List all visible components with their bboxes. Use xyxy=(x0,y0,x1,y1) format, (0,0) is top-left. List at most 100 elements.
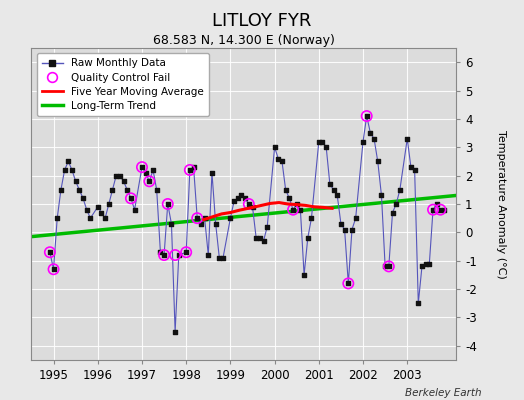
Point xyxy=(212,221,220,227)
Point xyxy=(252,235,260,241)
Point xyxy=(344,280,353,287)
Point xyxy=(152,187,161,193)
Point xyxy=(432,201,441,207)
Point xyxy=(296,206,304,213)
Point xyxy=(182,249,190,256)
Point xyxy=(68,167,76,173)
Point xyxy=(429,206,437,213)
Point xyxy=(97,209,106,216)
Point xyxy=(281,187,290,193)
Point xyxy=(163,201,172,207)
Point xyxy=(160,252,168,258)
Point xyxy=(381,263,389,270)
Point xyxy=(237,192,246,199)
Point xyxy=(388,209,397,216)
Point xyxy=(314,138,323,145)
Y-axis label: Temperature Anomaly (°C): Temperature Anomaly (°C) xyxy=(496,130,506,278)
Point xyxy=(226,215,235,221)
Point xyxy=(215,255,224,261)
Point xyxy=(352,215,360,221)
Text: LITLOY FYR: LITLOY FYR xyxy=(212,12,312,30)
Point xyxy=(204,252,213,258)
Point xyxy=(396,187,404,193)
Point xyxy=(292,201,301,207)
Point xyxy=(407,164,415,170)
Point xyxy=(189,164,198,170)
Point xyxy=(303,235,312,241)
Point xyxy=(127,195,135,202)
Point xyxy=(145,178,154,184)
Point xyxy=(167,221,176,227)
Point xyxy=(112,172,121,179)
Point xyxy=(46,249,54,256)
Point xyxy=(392,201,400,207)
Point xyxy=(289,206,297,213)
Point xyxy=(193,215,201,221)
Point xyxy=(208,170,216,176)
Point xyxy=(421,260,430,267)
Point xyxy=(141,170,150,176)
Point xyxy=(377,192,386,199)
Point xyxy=(49,266,58,272)
Point xyxy=(101,215,110,221)
Point xyxy=(425,260,433,267)
Point xyxy=(127,195,135,202)
Point xyxy=(79,195,87,202)
Point xyxy=(245,201,253,207)
Point xyxy=(270,144,279,150)
Point xyxy=(200,215,209,221)
Point xyxy=(116,172,124,179)
Point xyxy=(385,263,393,270)
Point xyxy=(196,221,205,227)
Point xyxy=(182,249,190,256)
Point xyxy=(46,249,54,256)
Point xyxy=(359,138,367,145)
Point xyxy=(82,206,91,213)
Point xyxy=(185,167,194,173)
Point xyxy=(341,226,349,233)
Point xyxy=(108,187,117,193)
Point xyxy=(440,206,448,213)
Point xyxy=(123,187,132,193)
Point xyxy=(138,164,146,170)
Point xyxy=(171,252,179,258)
Point xyxy=(185,167,194,173)
Point xyxy=(256,235,264,241)
Point xyxy=(410,167,419,173)
Point xyxy=(300,272,308,278)
Point xyxy=(363,113,371,119)
Point xyxy=(436,206,444,213)
Legend: Raw Monthly Data, Quality Control Fail, Five Year Moving Average, Long-Term Tren: Raw Monthly Data, Quality Control Fail, … xyxy=(37,53,209,116)
Point xyxy=(330,187,338,193)
Point xyxy=(322,144,331,150)
Point xyxy=(149,167,157,173)
Text: Berkeley Earth: Berkeley Earth xyxy=(406,388,482,398)
Point xyxy=(403,136,411,142)
Point xyxy=(193,215,201,221)
Point xyxy=(366,130,375,136)
Point xyxy=(285,195,293,202)
Point xyxy=(230,198,238,204)
Point xyxy=(130,206,139,213)
Point xyxy=(348,226,356,233)
Point xyxy=(53,215,61,221)
Point xyxy=(94,204,102,210)
Point xyxy=(241,195,249,202)
Point xyxy=(318,138,326,145)
Point xyxy=(289,206,297,213)
Point xyxy=(75,187,83,193)
Point xyxy=(60,167,69,173)
Point xyxy=(64,158,72,165)
Title: 68.583 N, 14.300 E (Norway): 68.583 N, 14.300 E (Norway) xyxy=(152,34,335,47)
Point xyxy=(429,206,437,213)
Point xyxy=(414,300,422,306)
Point xyxy=(344,280,353,287)
Point xyxy=(263,224,271,230)
Point xyxy=(234,195,242,202)
Point xyxy=(248,204,257,210)
Point xyxy=(160,252,168,258)
Point xyxy=(326,181,334,187)
Point xyxy=(370,136,378,142)
Point xyxy=(337,221,345,227)
Point xyxy=(57,187,65,193)
